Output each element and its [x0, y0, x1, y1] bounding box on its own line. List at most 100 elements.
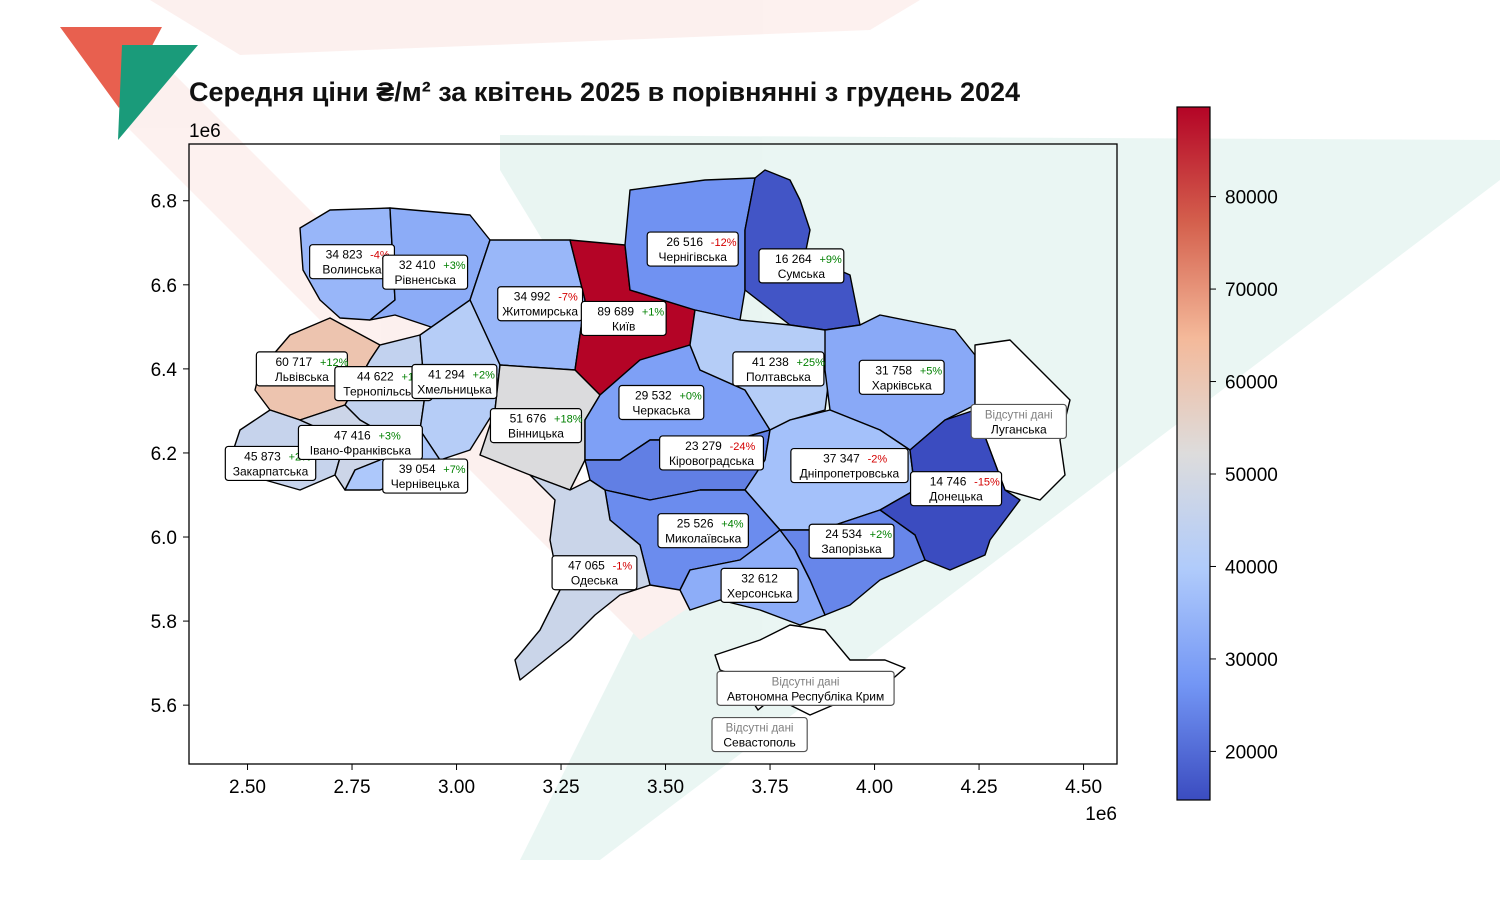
label-box — [970, 403, 1067, 440]
x-axis: 2.50 2.75 3.00 3.25 3.50 3.75 4.00 4.25 4.50 — [229, 764, 1102, 798]
region-price: 29 532 — [635, 389, 672, 403]
region-label-житомирська: 34 992 -7%Житомирська — [497, 286, 584, 322]
region-price: 14 746 — [930, 475, 967, 489]
region-label-хмельницька: 41 294 +2%Хмельницька — [411, 363, 498, 400]
y-tick-label: 6.2 — [151, 444, 177, 465]
region-price: 26 516 — [666, 235, 703, 249]
region-change: +1% — [642, 306, 665, 318]
y-tick-label: 6.6 — [151, 276, 177, 297]
colorbar-tick-label: 70000 — [1225, 280, 1278, 301]
region-price: 34 823 — [326, 248, 363, 262]
y-tick-label: 5.8 — [151, 612, 177, 633]
label-box — [489, 408, 583, 444]
region-label-вінницька: 51 676 +18%Вінницька — [489, 408, 583, 444]
region-change: +12% — [320, 357, 349, 369]
region-price: 47 065 — [568, 559, 605, 573]
region-price: 45 873 — [244, 449, 281, 463]
region-price: 41 238 — [752, 355, 789, 369]
no-data-label: Відсутні дані — [985, 409, 1053, 421]
label-box — [732, 351, 825, 387]
region-label-полтавська: 41 238 +25%Полтавська — [732, 351, 825, 387]
x-tick-label: 2.50 — [229, 777, 266, 798]
region-price: 41 294 — [428, 367, 465, 381]
region-name: Севастополь — [723, 736, 795, 750]
region-name: Луганська — [991, 422, 1047, 436]
region-price: 51 676 — [510, 412, 547, 426]
labels-layer: 34 823 -4%Волинська 32 410 +3%Рівненська34 … — [224, 231, 1067, 753]
region-change: -1% — [613, 561, 633, 573]
region-price: 16 264 — [775, 252, 812, 266]
region-change: +0% — [679, 391, 702, 403]
region-name: Закарпатська — [233, 464, 309, 478]
region-change: -7% — [558, 292, 578, 304]
region-label-івано-франківська: 47 416 +3%Івано-Франківська — [297, 424, 423, 461]
colorbar-tick-label: 20000 — [1225, 742, 1278, 763]
label-box — [858, 359, 945, 395]
brand-logo — [60, 27, 198, 140]
region-name: Полтавська — [746, 370, 811, 384]
region-change: -2% — [868, 454, 888, 466]
region-name: Кіровоградська — [669, 454, 754, 468]
colorbar: 20000 30000 40000 50000 60000 70000 80000 — [1176, 106, 1278, 801]
region-label-закарпатська: 45 873+2%Закарпатська — [224, 445, 317, 482]
plot-area: 34 823 -4%Волинська 32 410 +3%Рівненська34 … — [188, 143, 1118, 765]
region-change: -12% — [711, 237, 737, 249]
region-change: +9% — [819, 254, 842, 266]
y-offset-label: 1e6 — [189, 121, 221, 142]
y-tick-label: 5.6 — [151, 696, 177, 717]
region-price: 47 416 — [334, 428, 371, 442]
region-price: 32 612 — [741, 571, 778, 585]
label-box — [580, 300, 667, 337]
x-tick-label: 3.50 — [647, 777, 684, 798]
region-label-харківська: 31 758 +5%Харківська — [858, 359, 945, 395]
region-price: 44 622 — [357, 370, 394, 384]
region-price: 60 717 — [276, 355, 313, 369]
region-name: Рівненська — [394, 273, 456, 287]
x-tick-label: 3.75 — [752, 777, 789, 798]
x-tick-label: 4.50 — [1065, 777, 1102, 798]
label-box — [411, 363, 498, 400]
region-label-донецька: 14 746 -15%Донецька — [909, 471, 1003, 507]
region-name: Донецька — [929, 490, 983, 504]
label-box — [711, 716, 808, 753]
region-name: Житомирська — [502, 305, 578, 319]
region-change: +5% — [920, 365, 943, 377]
region-label-запорізька: 24 534 +2%Запорізька — [808, 523, 895, 559]
y-tick-label: 6.8 — [151, 192, 177, 213]
region-label-сумська: 16 264 +9%Сумська — [758, 248, 845, 284]
label-box — [758, 248, 845, 284]
region-name: Одеська — [571, 574, 619, 588]
region-name: Чернівецька — [391, 477, 460, 491]
region-label-київ: 89 689 +1% Київ — [580, 300, 667, 337]
region-label-кіровоградська: 23 279 -24%Кіровоградська — [659, 435, 765, 471]
label-box — [382, 254, 469, 290]
region-price: 34 992 — [514, 290, 551, 304]
region-name: Черкаська — [632, 404, 690, 418]
label-box — [382, 458, 469, 494]
region-price: 25 526 — [677, 517, 714, 531]
region-price: 24 534 — [825, 527, 862, 541]
colorbar-tick-label: 50000 — [1225, 465, 1278, 486]
x-tick-label: 4.00 — [856, 777, 893, 798]
region-name: Хмельницька — [417, 382, 492, 396]
plot-frame — [188, 143, 1118, 765]
label-box — [659, 435, 765, 471]
region-name: Запорізька — [821, 542, 882, 556]
region-name: Дніпропетровська — [800, 467, 900, 481]
region-label-дніпропетровська: 37 347 -2%Дніпропетровська — [790, 447, 909, 484]
region-label-рівненська: 32 410 +3%Рівненська — [382, 254, 469, 290]
region-change: -15% — [974, 477, 1000, 489]
region-change: +2% — [473, 369, 496, 381]
region-name: Сумська — [778, 267, 826, 281]
no-data-label: Відсутні дані — [726, 723, 794, 735]
region-name: Київ — [612, 319, 635, 333]
region-change: -24% — [730, 441, 756, 453]
region-label-чернігівська: 26 516 -12%Чернігівська — [646, 231, 739, 267]
label-box — [646, 231, 739, 267]
region-change: +4% — [721, 519, 744, 531]
region-change: +2% — [870, 529, 893, 541]
x-tick-label: 2.75 — [334, 777, 371, 798]
